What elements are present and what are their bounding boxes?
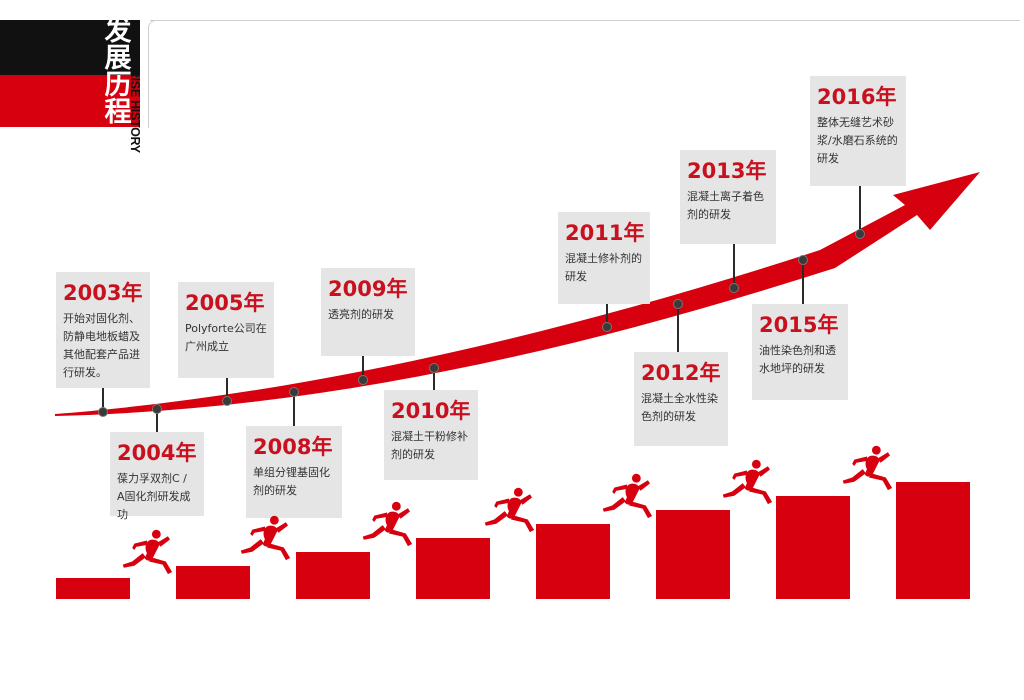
stem-2010 <box>433 368 435 390</box>
title-char: 程 <box>104 97 132 128</box>
milestone-card-2013: 2013年 混凝土离子着色剂的研发 <box>680 150 776 244</box>
timeline-dot <box>798 255 808 265</box>
step-bar <box>416 538 490 599</box>
milestone-year: 2004年 <box>117 441 197 465</box>
milestone-year: 2013年 <box>687 159 767 183</box>
milestone-year: 2016年 <box>817 85 897 109</box>
milestone-text: 混凝土修补剂的研发 <box>565 252 642 283</box>
timeline-dot <box>729 283 739 293</box>
milestone-card-2015: 2015年 油性染色剂和透水地坪的研发 <box>752 304 848 400</box>
runner-icon <box>842 445 893 491</box>
stem-2003 <box>102 388 104 412</box>
runner-icon <box>602 473 653 519</box>
timeline-dot <box>429 363 439 373</box>
stem-2013 <box>733 244 735 288</box>
timeline-dot <box>602 322 612 332</box>
milestone-text: 单组分锂基固化剂的研发 <box>253 466 330 497</box>
step-bar <box>296 552 370 599</box>
timeline-dot <box>289 387 299 397</box>
runner-icon <box>240 515 291 561</box>
milestone-card-2016: 2016年 整体无缝艺术砂浆/水磨石系统的研发 <box>810 76 906 186</box>
milestone-card-2004: 2004年 葆力孚双剂C / A固化剂研发成功 <box>110 432 204 521</box>
milestone-year: 2003年 <box>63 281 143 305</box>
milestone-year: 2008年 <box>253 435 333 459</box>
step-bar <box>896 482 970 599</box>
milestone-card-2011: 2011年 混凝土修补剂的研发 <box>558 212 650 304</box>
milestone-text: 油性染色剂和透水地坪的研发 <box>759 344 836 375</box>
stem-2005 <box>226 377 228 401</box>
milestone-text: 开始对固化剂、防静电地板蜡及其他配套产品进行研发。 <box>63 312 140 379</box>
title-char: 发 <box>104 16 132 47</box>
runner-icon <box>484 487 535 533</box>
page-title: 发 展 历 程 <box>98 18 138 126</box>
timeline-dot <box>152 404 162 414</box>
header-red-block <box>0 75 140 127</box>
title-char: 历 <box>104 70 132 101</box>
header-black-block <box>0 20 140 75</box>
milestone-year: 2012年 <box>641 361 721 385</box>
milestone-year: 2015年 <box>759 313 839 337</box>
timeline-dot <box>855 229 865 239</box>
step-bar <box>176 566 250 599</box>
milestone-text: 葆力孚双剂C / A固化剂研发成功 <box>117 472 191 521</box>
runner-icon <box>722 459 773 505</box>
milestone-card-2008: 2008年 单组分锂基固化剂的研发 <box>246 426 342 518</box>
milestone-year: 2005年 <box>185 291 265 315</box>
milestone-card-2005: 2005年 Polyforte公司在广州成立 <box>178 282 274 378</box>
milestone-text: 透亮剂的研发 <box>328 308 394 321</box>
step-bar <box>776 496 850 599</box>
stem-2015 <box>802 260 804 304</box>
stem-2004 <box>156 408 158 434</box>
milestone-text: 混凝土离子着色剂的研发 <box>687 190 764 221</box>
milestone-card-2009: 2009年 透亮剂的研发 <box>321 268 415 356</box>
stem-2008 <box>293 392 295 426</box>
step-bar <box>536 524 610 599</box>
stem-2016 <box>859 186 861 234</box>
milestone-card-2003: 2003年 开始对固化剂、防静电地板蜡及其他配套产品进行研发。 <box>56 272 150 388</box>
milestone-text: 混凝土全水性染色剂的研发 <box>641 392 718 423</box>
milestone-card-2010: 2010年 混凝土干粉修补剂的研发 <box>384 390 478 480</box>
milestone-text: 混凝土干粉修补剂的研发 <box>391 430 468 461</box>
milestone-year: 2009年 <box>328 277 408 301</box>
runner-icon <box>122 529 173 575</box>
step-bar <box>656 510 730 599</box>
stem-2011 <box>606 304 608 328</box>
title-char: 展 <box>104 43 132 74</box>
frame-line-top <box>150 20 1020 21</box>
timeline-dot <box>98 407 108 417</box>
milestone-card-2012: 2012年 混凝土全水性染色剂的研发 <box>634 352 728 446</box>
timeline-dot <box>673 299 683 309</box>
milestone-text: Polyforte公司在广州成立 <box>185 322 267 353</box>
milestone-text: 整体无缝艺术砂浆/水磨石系统的研发 <box>817 116 898 165</box>
stem-2009 <box>362 356 364 380</box>
frame-line-left <box>148 28 149 128</box>
step-bar <box>56 578 130 599</box>
timeline-dot <box>358 375 368 385</box>
milestone-year: 2010年 <box>391 399 471 423</box>
timeline-dot <box>222 396 232 406</box>
milestone-year: 2011年 <box>565 221 645 245</box>
stem-2012 <box>677 304 679 352</box>
runner-icon <box>362 501 413 547</box>
